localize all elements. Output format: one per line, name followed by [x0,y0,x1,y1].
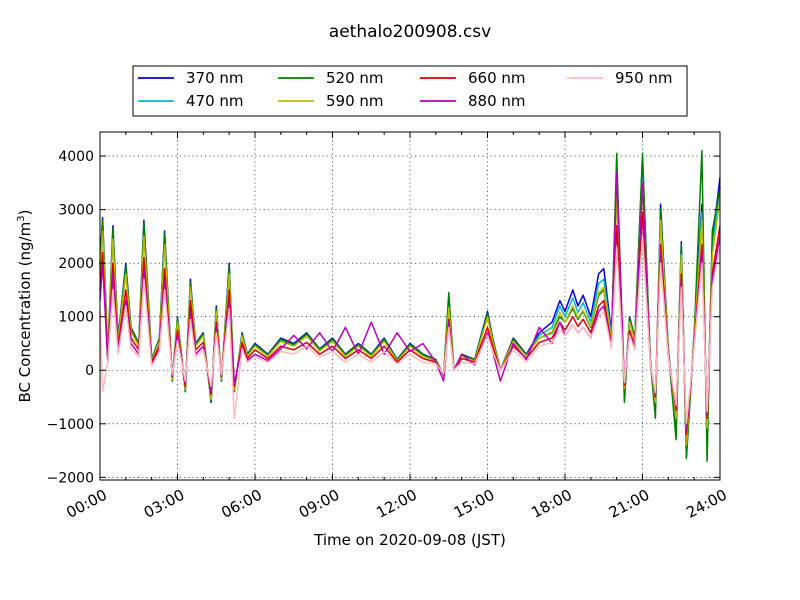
plot-lines [99,149,721,463]
y-tick-label: 0 [85,363,94,379]
y-tick-label: −2000 [47,470,94,486]
legend: 370 nm 470 nm 520 nm 590 nm 660 nm 880 nm 950 … [132,65,688,117]
legend-label-520-nm: 520 nm [326,69,384,87]
x-axis-label: Time on 2020-09-08 (JST) [313,531,506,549]
y-axis-label-sup: 3 [16,215,27,221]
y-tick-label: 4000 [58,149,94,165]
legend-label-660-nm: 660 nm [468,69,526,87]
y-tick-label: 1000 [58,310,94,326]
y-tick-label: 2000 [58,256,94,272]
legend-box [132,65,688,117]
y-axis-label-main: BC Concentration (ng/m [16,222,34,403]
y-axis-label-end: ) [16,210,34,216]
plot-frame [99,131,721,481]
y-tick-label: 3000 [58,203,94,219]
series-line-950-nm [99,235,721,425]
legend-label-880-nm: 880 nm [468,92,526,110]
chart-title: aethalo200908.csv [329,22,491,42]
legend-label-470-nm: 470 nm [186,92,244,110]
y-tick-label: −1000 [47,417,94,433]
legend-label-590-nm: 590 nm [326,92,384,110]
legend-label-950-nm: 950 nm [615,69,673,87]
y-axis-label: BC Concentration (ng/m3) [16,210,34,403]
legend-label-370-nm: 370 nm [186,69,244,87]
